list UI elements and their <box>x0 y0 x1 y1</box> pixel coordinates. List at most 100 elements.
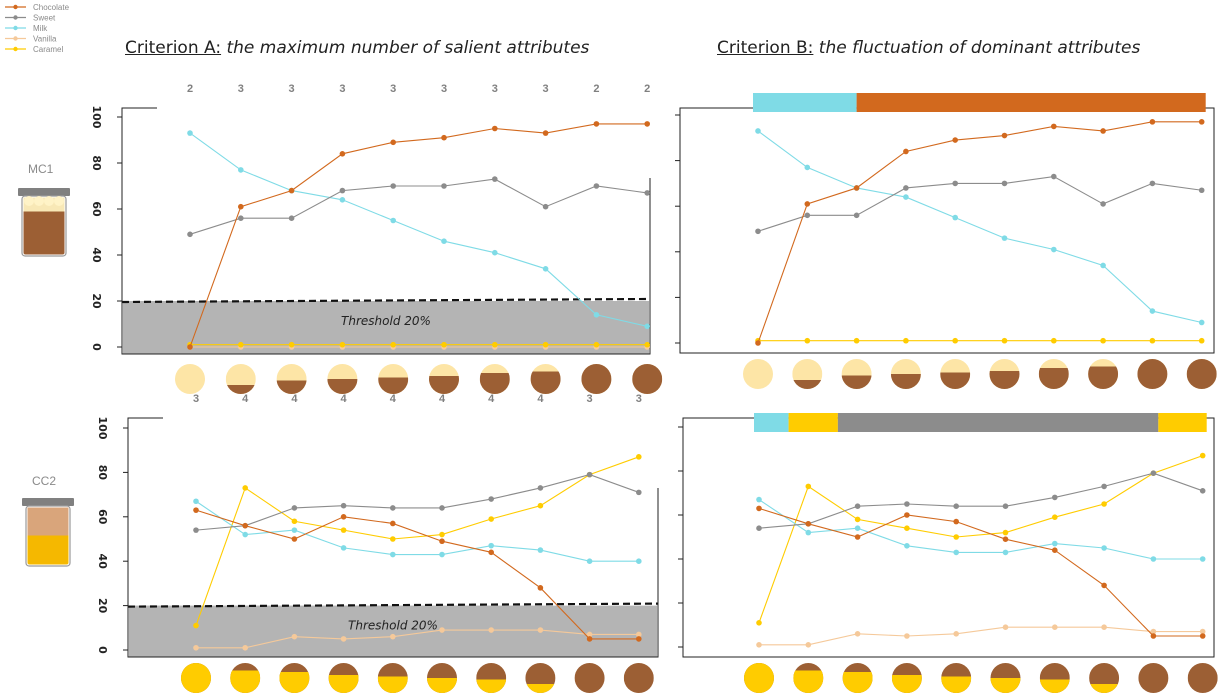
series-line-chocolate <box>758 507 1203 637</box>
data-point-caramel <box>1100 337 1106 344</box>
attribute-count-label: 4 <box>439 393 446 405</box>
data-point-sweet <box>636 489 642 496</box>
series-line-vanilla <box>196 629 639 649</box>
data-point-milk <box>952 214 958 221</box>
data-point-vanilla <box>586 631 593 638</box>
data-point-caramel <box>903 337 909 344</box>
data-point-sweet <box>644 190 650 196</box>
data-point-sweet <box>288 215 295 221</box>
data-point-sweet <box>756 525 762 531</box>
sample-circle <box>427 663 457 693</box>
data-point-caramel <box>904 525 910 531</box>
sample-circle <box>1186 359 1217 389</box>
sample-circle <box>793 663 824 693</box>
legend-label-caramel: Caramel <box>33 45 63 54</box>
series-line-caramel <box>758 455 1203 623</box>
data-point-sweet <box>904 501 910 507</box>
data-point-caramel <box>1002 529 1009 536</box>
attribute-count-label: 2 <box>187 83 193 95</box>
criterion-b-prefix: Criterion B: <box>717 38 814 58</box>
threshold-line <box>121 297 651 304</box>
y-tick-label: 20 <box>90 293 103 309</box>
data-point-caramel <box>441 341 447 348</box>
data-point-sweet <box>1198 187 1205 194</box>
sample-circle <box>632 364 663 394</box>
attribute-count-label: 3 <box>587 393 593 405</box>
dominance-segment-milk <box>753 93 857 112</box>
legend-marker-vanilla <box>13 36 18 41</box>
legend-marker-chocolate <box>13 4 18 10</box>
y-tick-label: 20 <box>96 598 109 614</box>
data-point-milk <box>242 531 248 538</box>
data-point-milk <box>340 545 347 551</box>
data-point-vanilla <box>390 633 396 640</box>
threshold-region <box>129 605 657 657</box>
data-point-vanilla <box>1150 628 1157 635</box>
data-point-vanilla <box>1002 624 1009 630</box>
data-point-chocolate <box>593 121 600 127</box>
data-point-chocolate <box>340 514 347 520</box>
data-point-milk <box>904 543 910 549</box>
data-point-sweet <box>339 187 346 194</box>
sample-circle <box>891 663 922 693</box>
data-point-sweet <box>238 215 244 221</box>
sample-circle <box>225 364 256 394</box>
sample-circle <box>842 663 873 693</box>
data-point-milk <box>488 542 495 549</box>
data-point-milk <box>390 217 397 224</box>
attribute-count-label: 4 <box>242 393 249 405</box>
sample-circle <box>230 663 261 693</box>
data-point-chocolate <box>492 125 498 132</box>
product-icon-mc1 <box>18 188 70 257</box>
data-point-vanilla <box>193 644 199 651</box>
threshold-line <box>127 602 659 608</box>
sample-circle <box>940 359 971 389</box>
data-point-sweet <box>439 505 445 511</box>
data-point-milk <box>441 238 447 244</box>
data-point-caramel <box>390 341 397 348</box>
criterion-b-title: Criterion B: the fluctuation of dominant… <box>717 38 1140 58</box>
data-point-caramel <box>805 483 812 490</box>
threshold-label: Threshold 20% <box>348 619 438 633</box>
data-point-caramel <box>1052 514 1058 520</box>
plot-frame <box>682 417 1215 658</box>
data-point-milk <box>1149 308 1156 314</box>
attribute-count-label: 2 <box>644 83 650 95</box>
data-point-milk <box>644 323 650 330</box>
data-point-chocolate <box>804 201 811 207</box>
data-point-sweet <box>390 505 396 511</box>
data-point-chocolate <box>903 148 909 155</box>
data-point-caramel <box>804 337 811 344</box>
data-point-chocolate <box>755 340 761 346</box>
series-line-chocolate <box>757 121 1202 344</box>
data-point-caramel <box>854 516 861 523</box>
sample-circle <box>328 663 359 693</box>
series-line-vanilla <box>759 626 1203 646</box>
data-point-milk <box>390 551 396 558</box>
data-point-sweet <box>952 180 958 187</box>
data-point-sweet <box>492 176 498 182</box>
plot-frame <box>121 107 651 355</box>
dominance-segment-caramel <box>1158 413 1207 432</box>
dominance-segment-sweet <box>837 413 1159 432</box>
sample-circle <box>378 364 409 394</box>
data-point-chocolate <box>390 520 396 527</box>
data-point-chocolate <box>1149 119 1156 125</box>
data-point-chocolate <box>291 536 298 542</box>
series-line-milk <box>195 500 639 562</box>
legend-marker-milk <box>13 25 18 31</box>
data-point-milk <box>1001 235 1008 241</box>
data-point-sweet <box>1051 173 1057 180</box>
data-point-milk <box>193 498 199 505</box>
attribute-count-label: 2 <box>593 83 599 95</box>
data-point-chocolate <box>542 130 549 136</box>
data-point-caramel <box>390 536 396 542</box>
data-point-sweet <box>953 503 959 510</box>
data-point-milk <box>238 167 244 173</box>
series-line-sweet <box>758 472 1203 529</box>
data-point-chocolate <box>1101 582 1107 589</box>
sample-circle <box>581 364 612 394</box>
series-line-milk <box>757 130 1202 324</box>
data-point-chocolate <box>242 522 248 529</box>
data-point-chocolate <box>953 518 959 525</box>
